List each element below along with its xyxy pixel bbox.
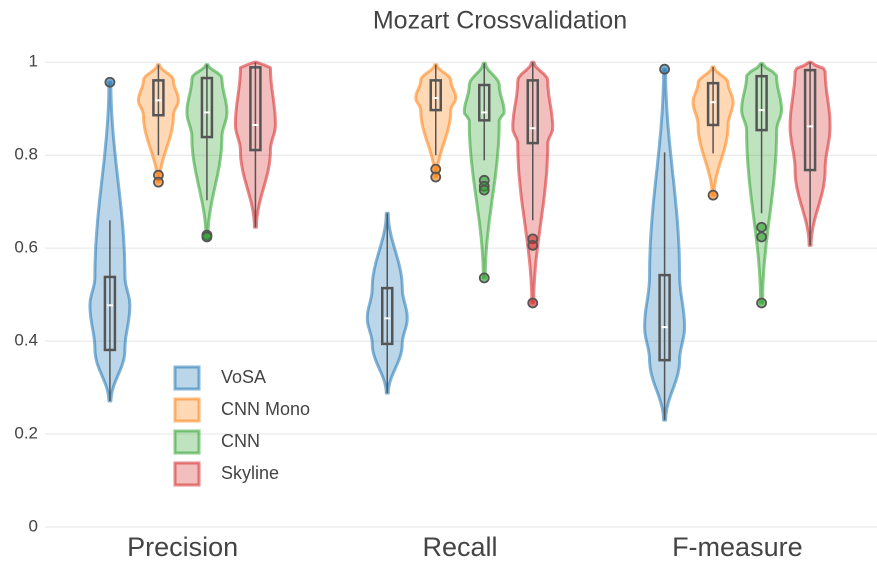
violin-group — [414, 63, 458, 183]
x-tick-label: Recall — [422, 532, 497, 562]
box — [803, 68, 817, 172]
outlier — [104, 76, 116, 88]
violin-group — [365, 211, 409, 395]
y-tick-label: 0.4 — [14, 331, 38, 350]
outlier — [201, 231, 213, 243]
chart-title: Mozart Crossvalidation — [373, 7, 627, 35]
violin — [462, 61, 506, 280]
violin-group — [788, 60, 832, 247]
outlier — [153, 176, 164, 188]
legend-label: VoSA — [221, 367, 266, 387]
violin-group — [462, 61, 506, 284]
box — [381, 286, 394, 346]
legend-label: CNN Mono — [221, 399, 310, 419]
box — [249, 66, 262, 152]
grid — [45, 61, 877, 528]
outlier — [756, 231, 767, 243]
violin-group — [185, 63, 229, 243]
box — [658, 273, 671, 362]
violin-group — [511, 60, 555, 309]
y-tick-label: 1 — [29, 52, 38, 71]
outlier — [756, 297, 767, 309]
violin-group — [643, 63, 687, 422]
y-tick-label: 0 — [29, 516, 38, 535]
y-tick-label: 0.2 — [14, 424, 38, 443]
violin-group — [136, 63, 180, 188]
box — [526, 79, 539, 145]
legend-swatch — [173, 461, 201, 487]
violin-group — [233, 60, 277, 229]
legend: VoSA CNN Mono CNN Skyline — [173, 365, 310, 487]
violin-group — [88, 76, 132, 403]
outlier — [430, 171, 442, 183]
violin-group — [691, 65, 735, 201]
legend-swatch — [173, 365, 201, 391]
box — [478, 83, 491, 122]
outlier — [478, 184, 490, 196]
legend-label: Skyline — [221, 463, 279, 483]
x-tick-label: F-measure — [672, 532, 803, 562]
y-tick-label: 0.8 — [14, 145, 38, 164]
legend-label: CNN — [221, 431, 260, 451]
box — [429, 79, 442, 112]
outlier — [527, 239, 539, 251]
box — [200, 76, 214, 139]
outlier — [707, 189, 719, 201]
box — [103, 275, 117, 352]
outlier — [478, 272, 490, 284]
legend-swatch — [173, 397, 201, 423]
legend-swatch — [173, 429, 201, 455]
x-tick-label: Precision — [127, 532, 238, 562]
box — [152, 79, 165, 117]
outlier — [659, 63, 670, 75]
violin-group — [740, 62, 783, 309]
box — [755, 74, 768, 132]
box — [706, 81, 720, 127]
outlier — [756, 221, 767, 233]
y-tick-label: 0.6 — [14, 238, 38, 257]
outlier — [527, 297, 539, 309]
